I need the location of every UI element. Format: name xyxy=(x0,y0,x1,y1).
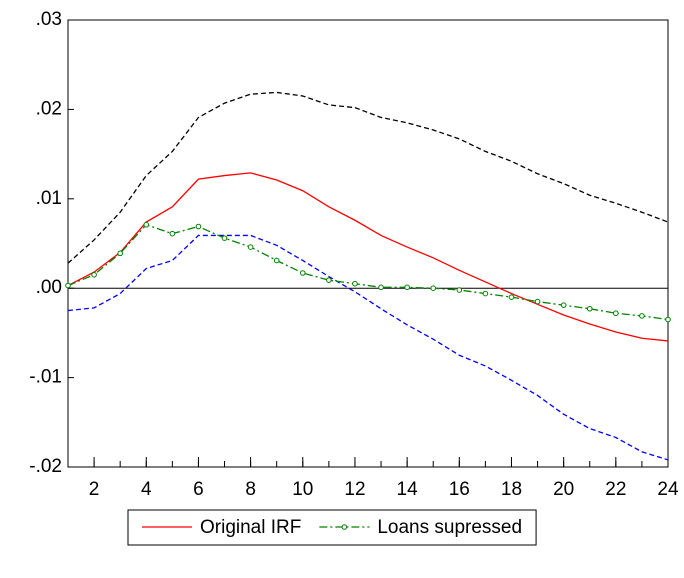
series-marker xyxy=(456,287,463,293)
series-marker xyxy=(91,271,97,278)
x-tick-label: 18 xyxy=(501,479,522,500)
x-tick-label: 22 xyxy=(605,479,626,500)
x-tick-label: 14 xyxy=(397,479,419,500)
series-line xyxy=(67,234,669,461)
series-marker xyxy=(221,235,228,241)
legend-label: Loans supressed xyxy=(377,517,522,538)
x-tick-label: 6 xyxy=(193,479,204,500)
series-marker xyxy=(404,284,410,291)
series-marker xyxy=(508,294,515,300)
series-marker xyxy=(273,257,280,264)
series-marker xyxy=(613,310,619,317)
y-tick-label: .03 xyxy=(36,9,62,30)
series-line xyxy=(67,223,669,321)
series-marker xyxy=(639,313,645,319)
y-tick-label: .02 xyxy=(36,98,62,119)
series-marker xyxy=(299,270,306,276)
series-marker xyxy=(378,284,384,291)
y-tick-label: -.02 xyxy=(29,456,62,477)
series-marker xyxy=(665,316,671,323)
series-marker xyxy=(195,223,202,230)
x-tick-label: 20 xyxy=(553,479,574,500)
series-line xyxy=(67,91,669,264)
series-marker xyxy=(352,280,358,287)
series-marker xyxy=(169,230,176,237)
series-marker xyxy=(534,298,541,305)
series-marker xyxy=(560,302,567,308)
series-marker xyxy=(482,290,489,297)
series-marker xyxy=(586,305,593,312)
y-tick-label: .00 xyxy=(36,277,62,298)
series-marker xyxy=(326,277,332,283)
series-marker xyxy=(117,250,123,257)
series-marker xyxy=(65,282,71,289)
series-marker xyxy=(143,221,150,228)
x-tick-label: 16 xyxy=(449,479,470,500)
y-tick-label: .01 xyxy=(36,188,62,209)
x-tick-label: 2 xyxy=(89,479,100,500)
x-tick-label: 10 xyxy=(292,479,313,500)
x-tick-label: 8 xyxy=(245,479,256,500)
x-tick-label: 12 xyxy=(344,479,365,500)
plot-frame xyxy=(67,19,669,468)
series-marker xyxy=(247,244,254,250)
series-marker xyxy=(430,285,437,292)
x-tick-label: 24 xyxy=(657,479,679,500)
legend-marker xyxy=(341,524,348,530)
x-tick-label: 4 xyxy=(141,479,152,500)
legend-label: Original IRF xyxy=(200,517,301,538)
y-tick-label: -.01 xyxy=(29,367,62,388)
series-line xyxy=(67,172,669,342)
